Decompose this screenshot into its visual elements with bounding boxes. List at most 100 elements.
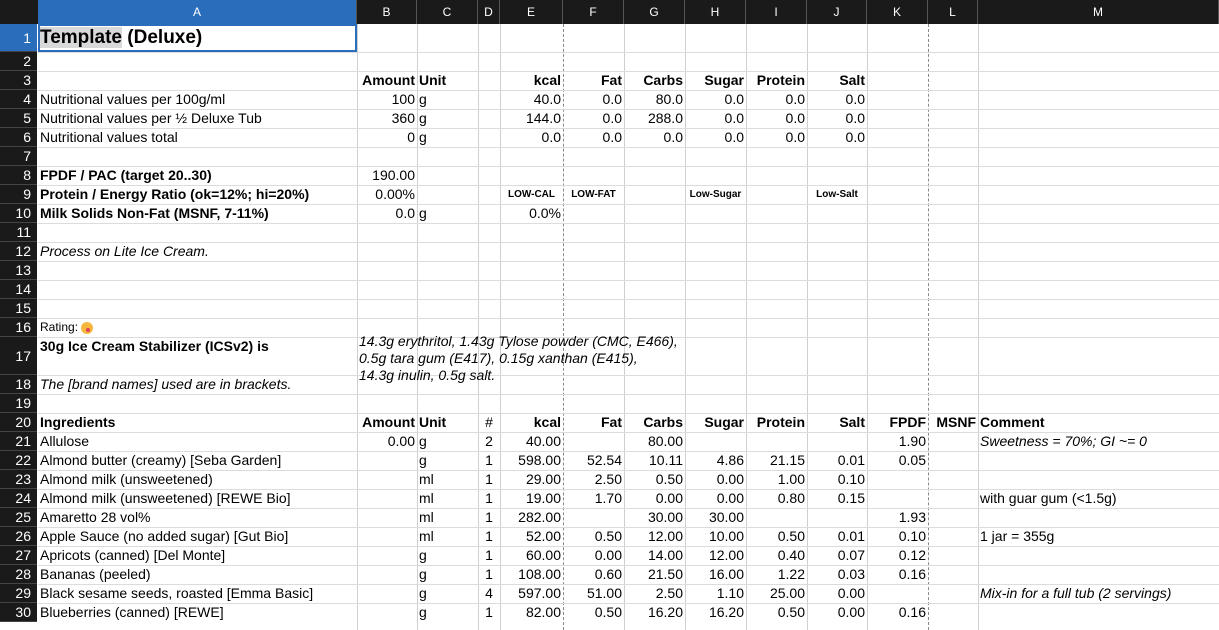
summary-sugar[interactable]: 0.0	[724, 91, 744, 107]
column-header-h[interactable]: H	[685, 0, 746, 24]
row-header-5[interactable]: 5	[0, 109, 37, 128]
ingredients-header-comment[interactable]: Comment	[980, 414, 1045, 430]
summary-salt[interactable]: 0.0	[845, 91, 865, 107]
badge-low-fat[interactable]: LOW-FAT	[571, 189, 616, 200]
column-header-g[interactable]: G	[624, 0, 685, 24]
msnf-percent[interactable]: 0.0%	[529, 205, 561, 221]
ingredient-sugar[interactable]: 1.10	[716, 585, 744, 601]
summary-protein[interactable]: 0.0	[785, 129, 805, 145]
summary-fat[interactable]: 0.0	[602, 129, 622, 145]
summary-label[interactable]: Nutritional values per 100g/ml	[40, 91, 226, 107]
ingredient-count[interactable]: 1	[485, 604, 493, 620]
ingredient-unit[interactable]: g	[419, 566, 427, 582]
row-header-26[interactable]: 26	[0, 527, 37, 546]
ingredient-protein[interactable]	[746, 508, 805, 527]
ingredient-name[interactable]: Apple Sauce (no added sugar) [Gut Bio]	[40, 528, 289, 544]
summary-label[interactable]: Nutritional values per ½ Deluxe Tub	[40, 110, 262, 126]
ingredient-salt[interactable]: 0.07	[837, 547, 865, 563]
ingredient-fat[interactable]	[563, 432, 622, 451]
ingredient-carbs[interactable]: 0.50	[655, 471, 683, 487]
ingredient-sugar[interactable]	[685, 432, 744, 451]
badge-low-cal[interactable]: LOW-CAL	[507, 189, 555, 200]
ingredient-carbs[interactable]: 14.00	[647, 547, 683, 563]
ingredient-name[interactable]: Black sesame seeds, roasted [Emma Basic]	[40, 585, 314, 601]
ingredient-protein[interactable]: 0.80	[777, 490, 805, 506]
summary-carbs[interactable]: 0.0	[663, 129, 683, 145]
ingredients-header-name[interactable]: Ingredients	[40, 414, 116, 430]
ingredient-carbs[interactable]: 10.11	[649, 452, 683, 468]
row-header-8[interactable]: 8	[0, 166, 37, 185]
summary-protein[interactable]: 0.0	[785, 91, 805, 107]
column-header-j[interactable]: J	[807, 0, 867, 24]
row-header-1[interactable]: 1	[0, 24, 37, 52]
ingredient-amount[interactable]	[357, 603, 415, 622]
ingredient-carbs[interactable]: 0.00	[655, 490, 683, 506]
column-header-e[interactable]: E	[500, 0, 563, 24]
ingredient-kcal[interactable]: 598.00	[518, 452, 561, 468]
row-header-19[interactable]: 19	[0, 394, 37, 413]
ingredients-header-sugar[interactable]: Sugar	[704, 414, 744, 430]
ingredient-amount[interactable]	[357, 565, 415, 584]
ingredients-header-salt[interactable]: Salt	[839, 414, 865, 430]
ingredient-comment[interactable]: 1 jar = 355g	[980, 528, 1055, 544]
ingredient-salt[interactable]: 0.01	[837, 528, 865, 544]
ingredient-sugar[interactable]: 16.20	[708, 604, 744, 620]
row-header-23[interactable]: 23	[0, 470, 37, 489]
ingredient-carbs[interactable]: 80.00	[647, 433, 683, 449]
column-header-k[interactable]: K	[867, 0, 928, 24]
ingredient-count[interactable]: 1	[485, 471, 493, 487]
ingredient-sugar[interactable]: 30.00	[708, 509, 744, 525]
ingredient-unit[interactable]: ml	[419, 471, 434, 487]
ingredient-protein[interactable]: 0.50	[777, 528, 805, 544]
ingredient-count[interactable]: 1	[485, 509, 493, 525]
ingredient-fpdf[interactable]: 0.10	[898, 528, 926, 544]
ingredient-fpdf[interactable]	[867, 584, 926, 603]
ingredient-salt[interactable]: 0.01	[837, 452, 865, 468]
ingredient-amount[interactable]	[357, 546, 415, 565]
row-header-15[interactable]: 15	[0, 299, 37, 318]
ingredient-count[interactable]: 1	[485, 528, 493, 544]
ingredient-unit[interactable]: g	[419, 452, 427, 468]
row-header-28[interactable]: 28	[0, 565, 37, 584]
ingredients-header-kcal[interactable]: kcal	[533, 414, 561, 430]
ingredient-count[interactable]: 1	[485, 547, 493, 563]
ingredient-comment[interactable]: Sweetness = 70%; GI ~= 0	[980, 433, 1147, 449]
ingredient-count[interactable]: 1	[485, 452, 493, 468]
summary-amount[interactable]: 0	[407, 129, 415, 145]
summary-salt[interactable]: 0.0	[845, 129, 865, 145]
ingredient-count[interactable]: 4	[485, 585, 493, 601]
summary-amount[interactable]: 100	[391, 91, 415, 107]
ingredients-header-carbs[interactable]: Carbs	[643, 414, 683, 430]
ingredient-kcal[interactable]: 40.00	[525, 433, 561, 449]
row-header-22[interactable]: 22	[0, 451, 37, 470]
column-header-l[interactable]: L	[928, 0, 978, 24]
ingredient-amount[interactable]: 0.00	[387, 433, 415, 449]
ingredient-unit[interactable]: g	[419, 547, 427, 563]
ingredient-unit[interactable]: g	[419, 585, 427, 601]
ratio-value[interactable]: 0.00%	[375, 186, 415, 202]
ingredient-salt[interactable]	[807, 432, 865, 451]
ingredient-comment[interactable]: with guar gum (<1.5g)	[980, 490, 1117, 506]
ingredient-sugar[interactable]: 12.00	[708, 547, 744, 563]
ingredient-amount[interactable]	[357, 470, 415, 489]
stabilizer-recipe[interactable]: 14.3g erythritol, 1.43g Tylose powder (C…	[359, 333, 699, 383]
ingredient-comment[interactable]: Mix-in for a full tub (2 servings)	[980, 585, 1172, 601]
msnf-unit[interactable]: g	[419, 205, 427, 221]
summary-carbs[interactable]: 80.0	[655, 91, 683, 107]
ingredient-fpdf[interactable]: 0.16	[898, 566, 926, 582]
brands-note[interactable]: The [brand names] used are in brackets.	[40, 376, 292, 392]
ingredient-fat[interactable]: 52.54	[586, 452, 622, 468]
summary-sugar[interactable]: 0.0	[724, 129, 744, 145]
ingredient-fpdf[interactable]	[867, 470, 926, 489]
ingredient-kcal[interactable]: 82.00	[525, 604, 561, 620]
ingredient-protein[interactable]: 0.50	[777, 604, 805, 620]
ingredient-fat[interactable]: 2.50	[594, 471, 622, 487]
msnf-label[interactable]: Milk Solids Non-Fat (MSNF, 7-11%)	[40, 205, 269, 221]
ingredient-kcal[interactable]: 597.00	[518, 585, 561, 601]
ingredient-protein[interactable]	[746, 432, 805, 451]
row-header-27[interactable]: 27	[0, 546, 37, 565]
row-header-30[interactable]: 30	[0, 603, 37, 622]
ingredient-fat[interactable]: 0.50	[594, 528, 622, 544]
summary-unit[interactable]: g	[419, 110, 427, 126]
ingredient-kcal[interactable]: 108.00	[518, 566, 561, 582]
